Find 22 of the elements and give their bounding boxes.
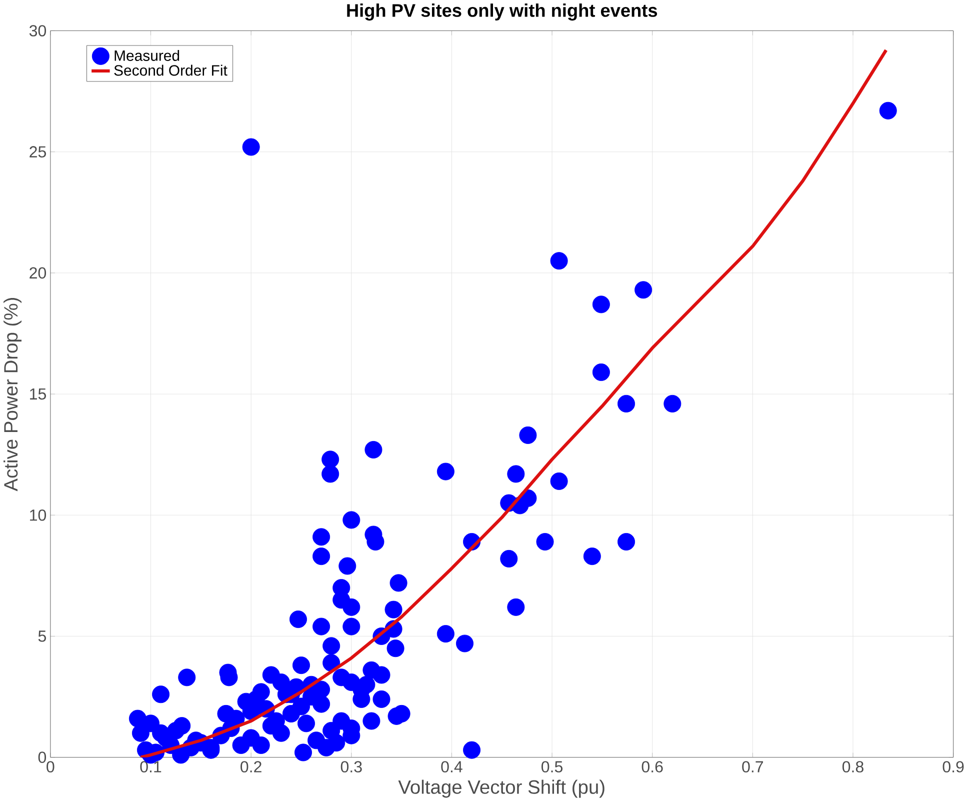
y-tick-label: 10 [30,509,46,521]
y-axis-title: Active Power Drop (%) [4,298,22,492]
x-tick-label: 0.9 [942,760,964,772]
legend-label: Measured [114,50,180,61]
y-tick-label: 25 [30,146,46,158]
x-tick-label: 0 [46,760,54,772]
x-tick-label: 0.2 [240,760,262,772]
x-tick-label: 0.6 [642,760,663,772]
x-tick-label: 0.1 [140,760,162,772]
y-tick-label: 15 [30,388,46,400]
y-tick-label: 0 [38,752,46,763]
y-tick-label: 20 [30,267,46,278]
y-tick-label: 30 [29,24,46,36]
x-tick-label: 0.4 [441,760,462,772]
y-tick-label: 5 [38,630,46,642]
x-tick-label: 0.8 [842,760,864,772]
chart-title: High PV sites only with night events [347,3,658,20]
x-tick-label: 0.7 [742,760,764,772]
x-tick-label: 0.5 [542,760,562,772]
x-tick-label: 0.3 [340,760,362,772]
x-axis-title: Voltage Vector Shift (pu) [398,780,604,798]
legend-label: Second Order Fit [114,64,228,76]
